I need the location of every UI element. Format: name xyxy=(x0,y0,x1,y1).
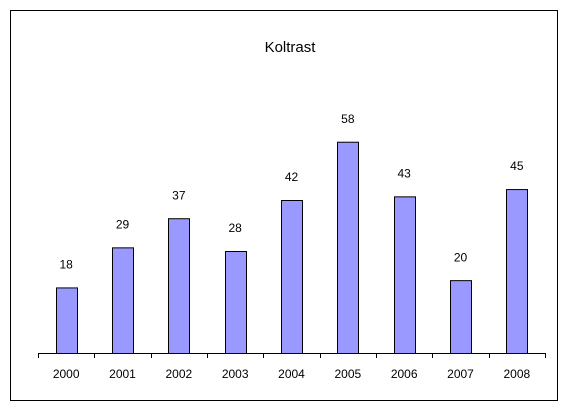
x-tick-label: 2006 xyxy=(391,367,418,381)
x-tick-label: 2007 xyxy=(447,367,474,381)
bar xyxy=(337,141,359,354)
value-label: 18 xyxy=(59,258,73,272)
value-label: 45 xyxy=(510,159,524,173)
x-tick-label: 2005 xyxy=(334,367,361,381)
value-label: 29 xyxy=(116,218,130,232)
x-tick-label: 2008 xyxy=(503,367,530,381)
bar xyxy=(168,218,190,354)
x-tick-label: 2000 xyxy=(53,367,80,381)
x-tick-label: 2004 xyxy=(278,367,305,381)
bar xyxy=(112,247,134,355)
value-label: 58 xyxy=(341,112,355,126)
value-label: 20 xyxy=(454,250,468,264)
value-label: 37 xyxy=(172,188,186,202)
x-tick-label: 2003 xyxy=(222,367,249,381)
bar xyxy=(450,280,472,354)
bar xyxy=(394,196,416,354)
value-label: 42 xyxy=(285,170,299,184)
x-tick-label: 2002 xyxy=(165,367,192,381)
bar xyxy=(281,200,303,354)
value-label: 43 xyxy=(397,167,411,181)
bar xyxy=(225,251,247,354)
x-tick-label: 2001 xyxy=(109,367,136,381)
chart-title: Koltrast xyxy=(265,39,317,56)
value-label: 28 xyxy=(228,221,242,235)
bar xyxy=(56,287,78,354)
bar xyxy=(506,189,528,354)
